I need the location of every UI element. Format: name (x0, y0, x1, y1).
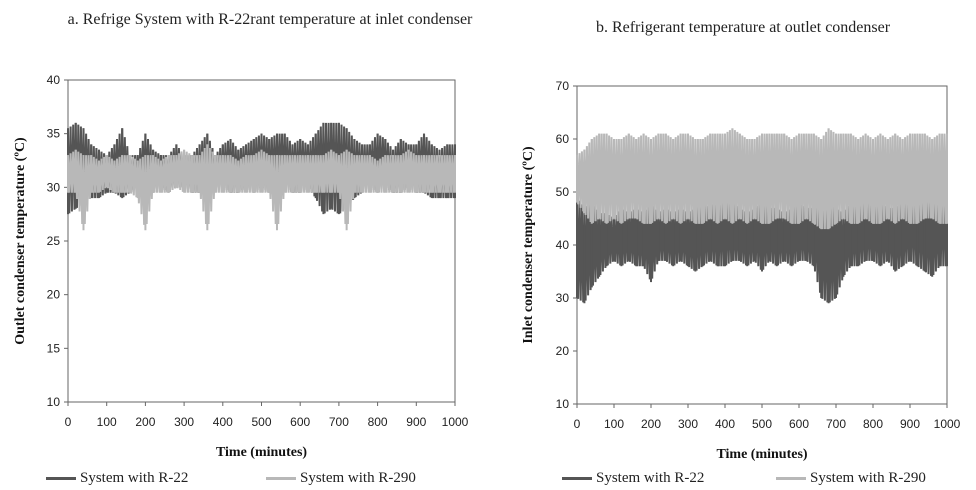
x-tick-label: 300 (678, 417, 698, 431)
x-tick-label: 500 (251, 415, 271, 429)
legend-r290: System with R-290 (266, 470, 416, 487)
y-tick-label: 25 (47, 234, 61, 248)
x-tick-label: 1000 (934, 417, 961, 431)
x-tick-label: 800 (863, 417, 883, 431)
x-tick-label: 700 (329, 415, 349, 429)
x-tick-label: 400 (715, 417, 735, 431)
x-tick-label: 900 (406, 415, 426, 429)
y-axis-label: Inlet condenser temperature (ºC) (521, 146, 536, 344)
legend-r22: System with R-22 (46, 470, 188, 487)
x-tick-label: 800 (368, 415, 388, 429)
y-tick-label: 60 (556, 132, 570, 146)
x-tick-label: 600 (290, 415, 310, 429)
legend-label: System with R-22 (80, 470, 189, 486)
y-tick-label: 70 (556, 79, 570, 93)
plot-frame (67, 79, 456, 403)
legend-label: System with R-22 (596, 470, 705, 486)
series-r290 (67, 144, 456, 231)
x-tick-label: 200 (135, 415, 155, 429)
y-tick-label: 10 (47, 395, 61, 409)
x-tick-label: 0 (65, 415, 72, 429)
x-tick-label: 300 (174, 415, 194, 429)
x-tick-label: 700 (826, 417, 846, 431)
legend-swatch (776, 477, 806, 480)
y-tick-label: 50 (556, 185, 570, 199)
y-tick-label: 30 (556, 291, 570, 305)
y-tick-label: 35 (47, 127, 61, 141)
legend-label: System with R-290 (810, 470, 926, 486)
y-tick-label: 15 (47, 341, 61, 355)
legend-label: System with R-290 (300, 470, 416, 486)
x-tick-label: 900 (900, 417, 920, 431)
y-tick-label: 40 (556, 238, 570, 252)
x-tick-label: 200 (641, 417, 661, 431)
y-tick-label: 20 (556, 344, 570, 358)
x-tick-label: 100 (97, 415, 117, 429)
x-tick-label: 500 (752, 417, 772, 431)
legend-swatch (266, 477, 296, 480)
x-tick-label: 100 (604, 417, 624, 431)
legend-swatch (562, 477, 592, 480)
legend-swatch (46, 477, 76, 480)
series-r290 (576, 128, 948, 230)
chart-title: b. Refrigerant temperature at outlet con… (595, 19, 891, 36)
x-tick-label: 1000 (442, 415, 469, 429)
chart-panel-b: b. Refrigerant temperature at outlet con… (488, 0, 976, 490)
y-tick-label: 10 (556, 397, 570, 411)
y-axis-label: Outlet condenser temperature (ºC) (13, 137, 28, 345)
chart-title: a. Refrige System with R-22rant temperat… (67, 11, 473, 28)
chart-panel-a: a. Refrige System with R-22rant temperat… (13, 11, 473, 487)
x-tick-label: 0 (574, 417, 581, 431)
x-axis-label: Time (minutes) (216, 445, 307, 460)
legend-r290: System with R-290 (776, 470, 926, 487)
x-axis-label: Time (minutes) (716, 447, 807, 462)
legend-r22: System with R-22 (562, 470, 704, 487)
y-tick-label: 20 (47, 288, 61, 302)
x-tick-label: 600 (789, 417, 809, 431)
y-tick-label: 30 (47, 180, 61, 194)
x-tick-label: 400 (213, 415, 233, 429)
y-tick-label: 40 (47, 73, 61, 87)
